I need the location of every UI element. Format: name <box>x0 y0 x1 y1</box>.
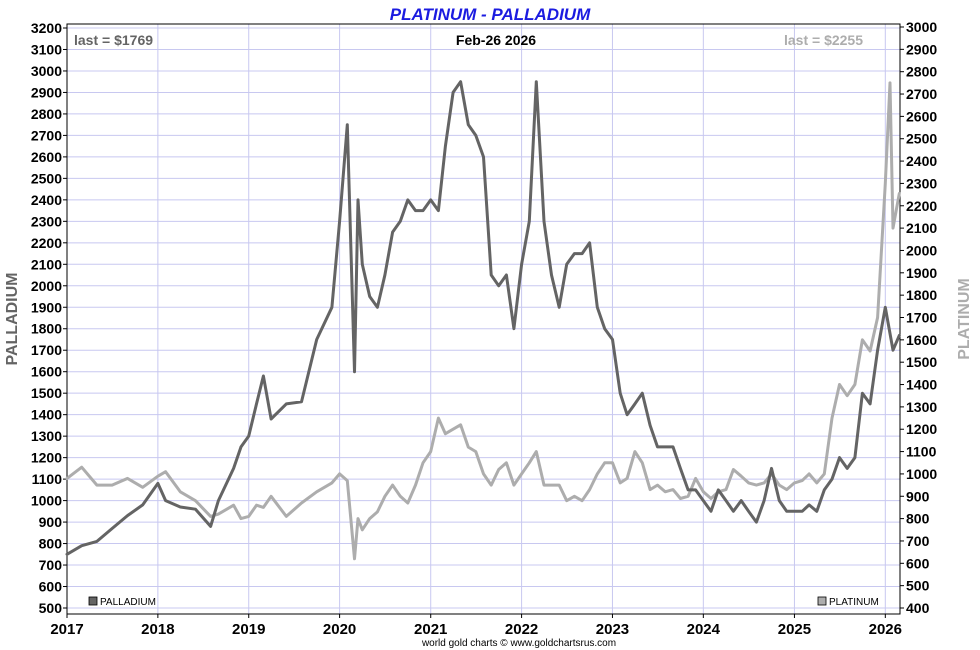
left-tick-label: 2500 <box>31 170 62 186</box>
left-axis-label: PALLADIUM <box>4 272 21 365</box>
right-tick-label: 1700 <box>906 310 937 326</box>
left-tick-label: 1200 <box>31 450 62 466</box>
left-tick-label: 900 <box>39 514 63 530</box>
right-tick-label: 2900 <box>906 41 937 57</box>
left-axis-ticks: 3200 3100 3000 2900 2800 2700 2600 2500 2400 2300… <box>31 20 67 616</box>
grid <box>66 24 900 614</box>
left-tick-label: 2800 <box>31 106 62 122</box>
platinum-series-line <box>65 81 901 561</box>
x-tick-label: 2023 <box>596 621 629 638</box>
platinum-legend-label: PLATINUM <box>829 597 879 608</box>
left-tick-label: 1000 <box>31 493 62 509</box>
left-tick-label: 2400 <box>31 192 62 208</box>
x-tick-label: 2019 <box>232 621 265 638</box>
right-tick-label: 400 <box>906 600 930 616</box>
platinum-last-label: last = $2255 <box>784 32 863 48</box>
palladium-legend-swatch <box>88 596 98 606</box>
right-tick-label: 1000 <box>906 466 937 482</box>
right-tick-label: 1900 <box>906 265 937 281</box>
right-tick-label: 1200 <box>906 421 937 437</box>
right-tick-label: 2100 <box>906 220 937 236</box>
x-tick-label: 2020 <box>323 621 356 638</box>
right-tick-label: 2200 <box>906 198 937 214</box>
right-tick-label: 2800 <box>906 64 937 80</box>
right-tick-label: 2300 <box>906 175 937 191</box>
left-tick-label: 1100 <box>32 471 63 487</box>
left-tick-label: 2600 <box>31 149 62 165</box>
x-tick-label: 2025 <box>778 621 811 638</box>
palladium-legend-label: PALLADIUM <box>100 597 156 608</box>
credit-text: world gold charts © www.goldchartsrus.co… <box>421 638 616 649</box>
chart-title: PLATINUM - PALLADIUM <box>390 5 591 24</box>
palladium-series-line <box>65 80 901 556</box>
left-tick-label: 800 <box>39 536 63 552</box>
x-axis-ticks: 2017 2018 2019 2020 2021 2022 2023 2024 2025 2026 <box>50 614 902 638</box>
plot-frame <box>66 23 901 615</box>
left-tick-label: 1900 <box>31 299 62 315</box>
left-tick-label: 1400 <box>31 407 62 423</box>
right-tick-label: 2000 <box>906 242 937 258</box>
date-label: Feb-26 2026 <box>456 32 536 48</box>
right-tick-label: 1600 <box>906 332 937 348</box>
right-axis-ticks: 3000 2900 2800 2700 2600 2500 2400 2300 2200 2100… <box>900 19 937 616</box>
x-tick-label: 2026 <box>869 621 902 638</box>
right-tick-label: 800 <box>906 511 930 527</box>
left-tick-label: 2100 <box>31 256 62 272</box>
right-tick-label: 2500 <box>906 131 937 147</box>
right-tick-label: 1500 <box>906 354 937 370</box>
x-tick-label: 2017 <box>50 621 83 638</box>
right-tick-label: 2600 <box>906 108 937 124</box>
left-tick-label: 2700 <box>31 127 62 143</box>
right-tick-label: 1100 <box>906 444 937 460</box>
right-tick-label: 600 <box>906 555 930 571</box>
left-tick-label: 700 <box>39 557 63 573</box>
left-tick-label: 1800 <box>31 321 62 337</box>
left-tick-label: 1600 <box>31 364 62 380</box>
left-tick-label: 2200 <box>31 235 62 251</box>
platinum-legend-swatch <box>817 596 827 606</box>
x-tick-label: 2024 <box>687 621 721 638</box>
left-tick-label: 2900 <box>31 84 62 100</box>
right-tick-label: 700 <box>906 533 930 549</box>
right-tick-label: 900 <box>906 488 930 504</box>
left-tick-label: 1300 <box>31 428 62 444</box>
left-tick-label: 2300 <box>31 213 62 229</box>
palladium-last-label: last = $1769 <box>74 32 153 48</box>
left-tick-label: 3000 <box>31 63 62 79</box>
right-axis-label: PLATINUM <box>956 278 973 359</box>
left-tick-label: 2000 <box>31 278 62 294</box>
right-tick-label: 3000 <box>906 19 937 35</box>
x-tick-label: 2022 <box>505 621 538 638</box>
left-tick-label: 3100 <box>31 41 62 57</box>
left-tick-label: 600 <box>39 579 63 595</box>
right-tick-label: 2400 <box>906 153 937 169</box>
x-tick-label: 2018 <box>141 621 174 638</box>
left-tick-label: 3200 <box>31 20 62 36</box>
right-tick-label: 500 <box>906 578 930 594</box>
right-tick-label: 1400 <box>906 377 937 393</box>
series-layer <box>65 80 901 561</box>
right-tick-label: 1300 <box>906 399 937 415</box>
left-tick-label: 500 <box>39 600 63 616</box>
left-tick-label: 1500 <box>31 385 62 401</box>
left-tick-label: 1700 <box>31 342 62 358</box>
x-tick-label: 2021 <box>414 621 447 638</box>
right-tick-label: 2700 <box>906 86 937 102</box>
right-tick-label: 1800 <box>906 287 937 303</box>
